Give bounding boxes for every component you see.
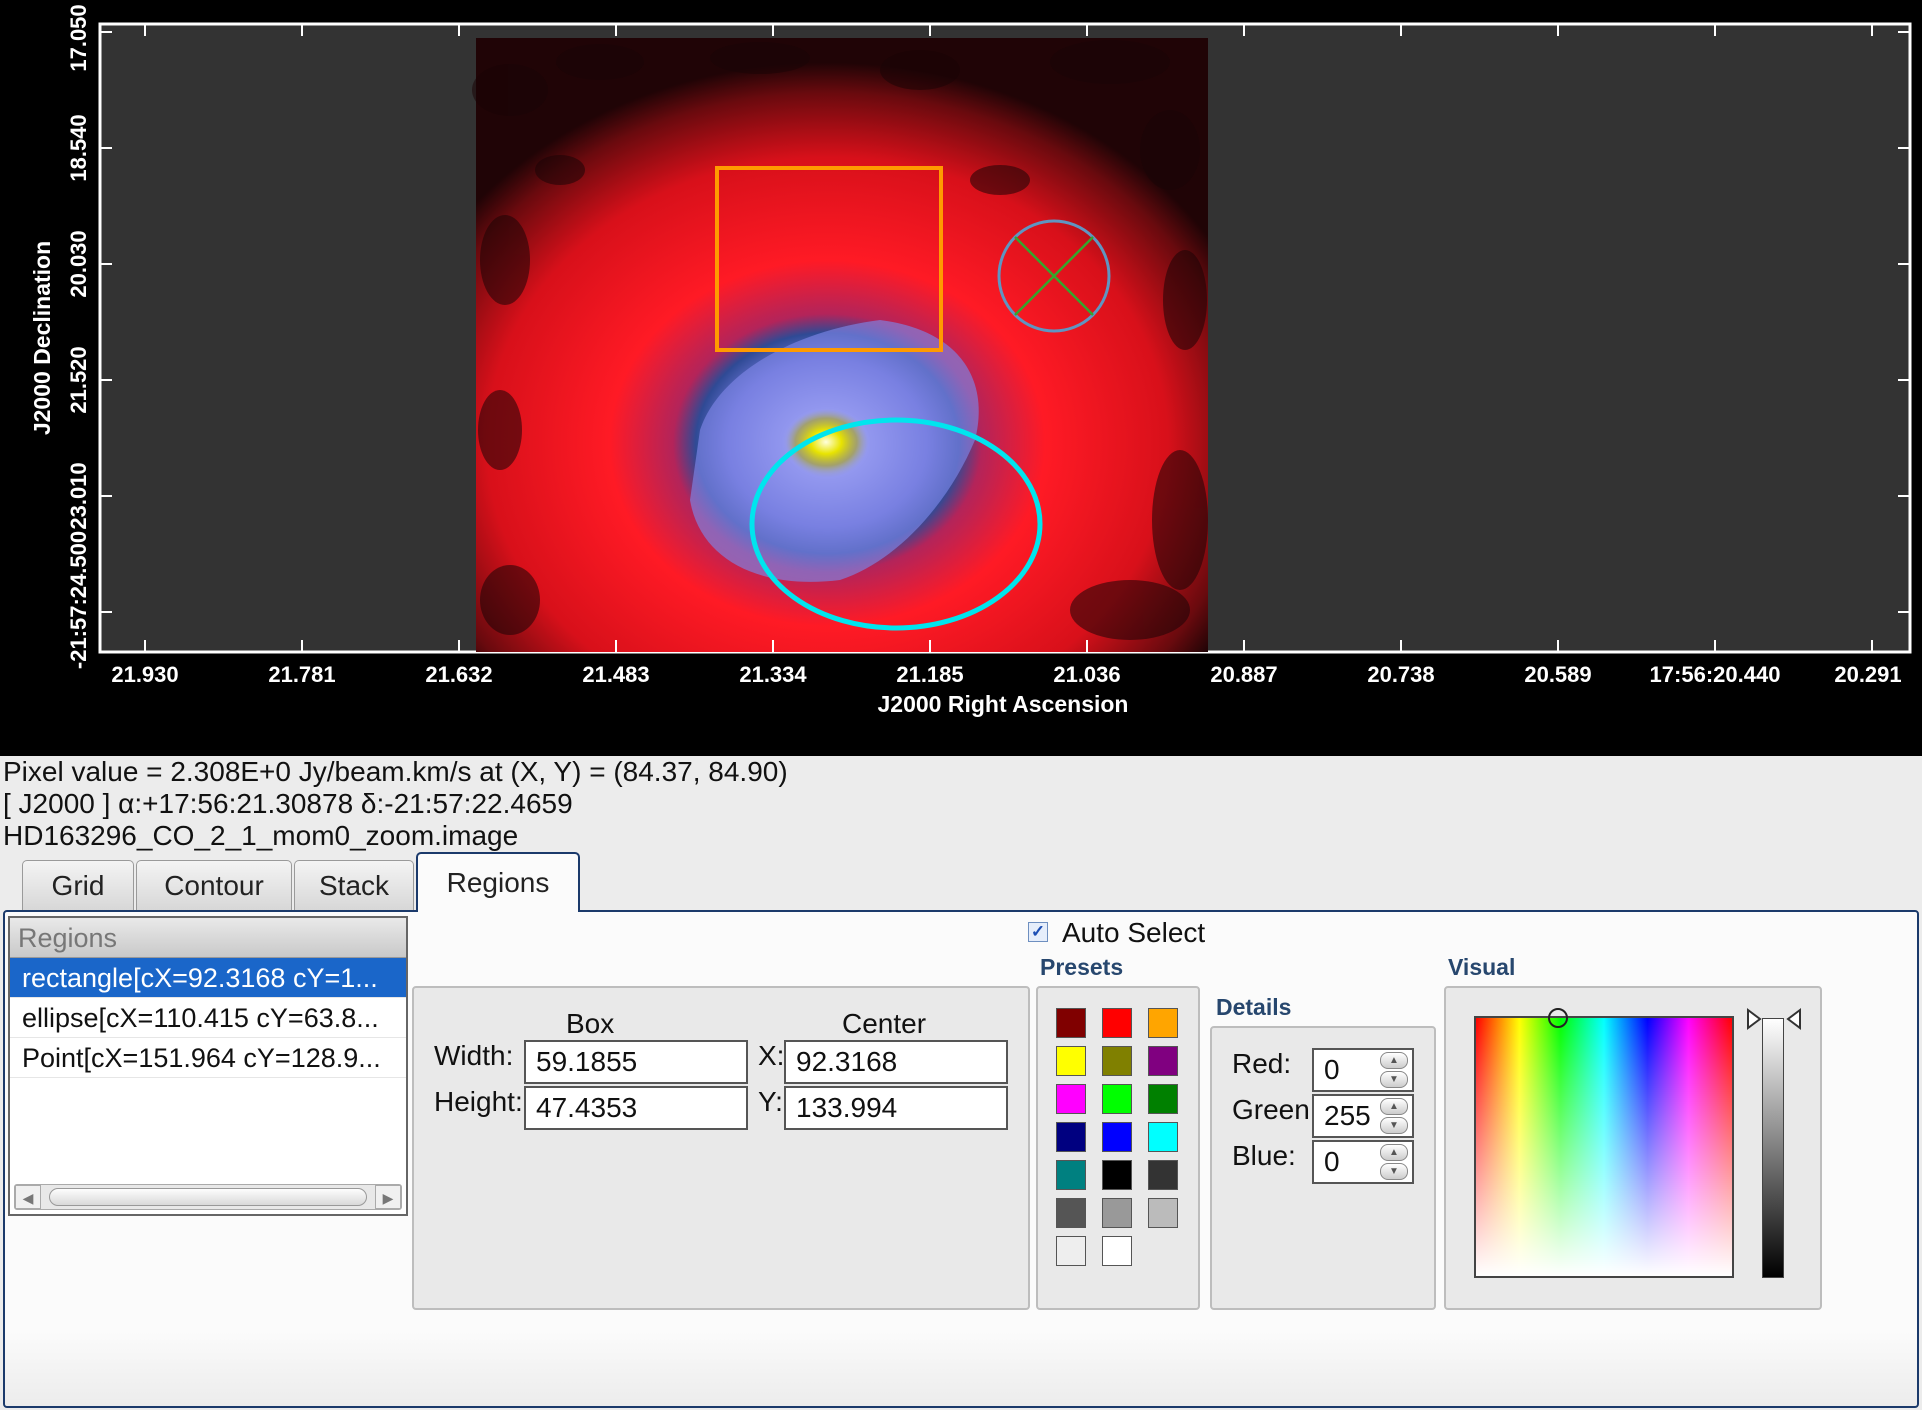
color-picker-handle[interactable] <box>1548 1008 1568 1028</box>
chevron-up-icon[interactable]: ▲ <box>1380 1098 1408 1115</box>
ellipse-region[interactable] <box>749 417 1043 631</box>
preset-swatch[interactable] <box>1148 1160 1178 1190</box>
auto-select-checkbox[interactable]: ✓ Auto Select <box>1028 916 1205 950</box>
x-axis-label: J2000 Right Ascension <box>878 691 1129 717</box>
preset-swatch[interactable] <box>1056 1046 1086 1076</box>
center-x-field[interactable]: 92.3168 <box>784 1040 1008 1084</box>
x-tick-label: 21.632 <box>425 662 492 687</box>
preset-swatch[interactable] <box>1102 1008 1132 1038</box>
preset-swatch[interactable] <box>1148 1084 1178 1114</box>
red-label: Red: <box>1232 1048 1292 1079</box>
y-tick-label: 20.030 <box>66 230 91 297</box>
preset-swatch[interactable] <box>1148 1046 1178 1076</box>
width-label: Width: <box>434 1040 514 1071</box>
x-tick-label: 21.036 <box>1053 662 1120 687</box>
preset-swatch[interactable] <box>1148 1198 1178 1228</box>
list-item[interactable]: rectangle[cX=92.3168 cY=1... <box>10 958 406 998</box>
auto-select-label: Auto Select <box>1062 917 1206 948</box>
chevron-up-icon[interactable]: ▲ <box>1380 1144 1408 1161</box>
chevron-down-icon[interactable]: ▼ <box>1380 1163 1408 1180</box>
tab-contour[interactable]: Contour <box>136 860 292 912</box>
scroll-right-icon[interactable]: ▶ <box>375 1185 401 1209</box>
y-tick-label: 17.050 <box>66 4 91 71</box>
visual-title: Visual <box>1448 954 1516 980</box>
brightness-slider[interactable] <box>1762 1018 1784 1278</box>
preset-swatch[interactable] <box>1056 1008 1086 1038</box>
color-picker-area[interactable] <box>1474 1016 1734 1278</box>
preset-swatch[interactable] <box>1056 1084 1086 1114</box>
region-list-header: Regions <box>10 918 406 958</box>
x-tick-label: 17:56:20.440 <box>1650 662 1781 687</box>
y-axis-label: J2000 Declination <box>29 241 55 435</box>
green-stepper[interactable]: ▲ ▼ <box>1380 1098 1408 1134</box>
preset-swatch[interactable] <box>1102 1236 1132 1266</box>
tab-regions[interactable]: Regions <box>416 852 580 912</box>
blue-stepper[interactable]: ▲ ▼ <box>1380 1144 1408 1180</box>
x-tick-label: 21.930 <box>111 662 178 687</box>
details-title: Details <box>1216 994 1292 1020</box>
preset-swatch[interactable] <box>1056 1122 1086 1152</box>
red-stepper[interactable]: ▲ ▼ <box>1380 1052 1408 1088</box>
scrollbar-thumb[interactable] <box>49 1188 367 1206</box>
y-tick-label: 23.010 <box>66 462 91 529</box>
geometry-group <box>412 986 1030 1310</box>
preset-swatch[interactable] <box>1102 1084 1132 1114</box>
center-title: Center <box>842 1008 927 1039</box>
preset-swatch[interactable] <box>1056 1198 1086 1228</box>
list-item[interactable]: ellipse[cX=110.415 cY=63.8... <box>10 998 406 1038</box>
x-tick-label: 21.185 <box>896 662 963 687</box>
x-tick-label: 21.483 <box>582 662 649 687</box>
scroll-left-icon[interactable]: ◀ <box>15 1185 41 1209</box>
preset-swatch[interactable] <box>1102 1122 1132 1152</box>
preset-swatch[interactable] <box>1102 1046 1132 1076</box>
region-list[interactable]: Regions rectangle[cX=92.3168 cY=1... ell… <box>8 916 408 1216</box>
height-label: Height: <box>434 1086 523 1117</box>
image-name: HD163296_CO_2_1_mom0_zoom.image <box>3 820 519 851</box>
image-viewer[interactable]: 21.930 21.781 21.632 21.483 21.334 21.18… <box>0 0 1922 756</box>
x-tick-label: 20.887 <box>1210 662 1277 687</box>
world-coordinate-readout: [ J2000 ] α:+17:56:21.30878 δ:-21:57:22.… <box>3 788 573 819</box>
box-title: Box <box>566 1008 615 1039</box>
preset-swatch[interactable] <box>1148 1122 1178 1152</box>
image-canvas[interactable]: 21.930 21.781 21.632 21.483 21.334 21.18… <box>0 0 1922 756</box>
y-tick-label: 21.520 <box>66 346 91 413</box>
presets-title: Presets <box>1040 954 1124 980</box>
brightness-slider-arrows[interactable] <box>1746 1008 1802 1030</box>
green-label: Green: <box>1232 1094 1318 1125</box>
blue-label: Blue: <box>1232 1140 1296 1171</box>
preset-swatch[interactable] <box>1102 1198 1132 1228</box>
x-tick-label: 21.781 <box>268 662 335 687</box>
list-item[interactable]: Point[cX=151.964 cY=128.9... <box>10 1038 406 1078</box>
tab-grid[interactable]: Grid <box>22 860 134 912</box>
horizontal-scrollbar[interactable]: ◀ ▶ <box>14 1184 402 1210</box>
moment-map-image <box>472 38 1208 652</box>
y-tick-label: 18.540 <box>66 114 91 181</box>
axis-ticks <box>100 24 1910 652</box>
width-field[interactable]: 59.1855 <box>524 1040 748 1084</box>
point-region[interactable] <box>997 219 1111 333</box>
preset-swatch[interactable] <box>1148 1008 1178 1038</box>
chevron-down-icon[interactable]: ▼ <box>1380 1071 1408 1088</box>
center-x-label: X: <box>758 1040 785 1071</box>
pixel-value-readout: Pixel value = 2.308E+0 Jy/beam.km/s at (… <box>3 756 788 787</box>
center-y-label: Y: <box>758 1086 783 1117</box>
preset-swatch[interactable] <box>1056 1236 1086 1266</box>
checkbox-checked-icon[interactable]: ✓ <box>1028 921 1048 942</box>
center-y-field[interactable]: 133.994 <box>784 1086 1008 1130</box>
preset-swatch[interactable] <box>1102 1160 1132 1190</box>
preset-swatch[interactable] <box>1056 1160 1086 1190</box>
x-tick-label: 20.589 <box>1524 662 1591 687</box>
tab-stack[interactable]: Stack <box>294 860 414 912</box>
y-tick-label: -21:57:24.500 <box>66 531 91 669</box>
rectangle-region[interactable] <box>715 166 943 352</box>
chevron-up-icon[interactable]: ▲ <box>1380 1052 1408 1069</box>
x-tick-label: 20.291 <box>1834 662 1901 687</box>
chevron-down-icon[interactable]: ▼ <box>1380 1117 1408 1134</box>
x-tick-label: 21.334 <box>739 662 807 687</box>
height-field[interactable]: 47.4353 <box>524 1086 748 1130</box>
x-tick-label: 20.738 <box>1367 662 1434 687</box>
